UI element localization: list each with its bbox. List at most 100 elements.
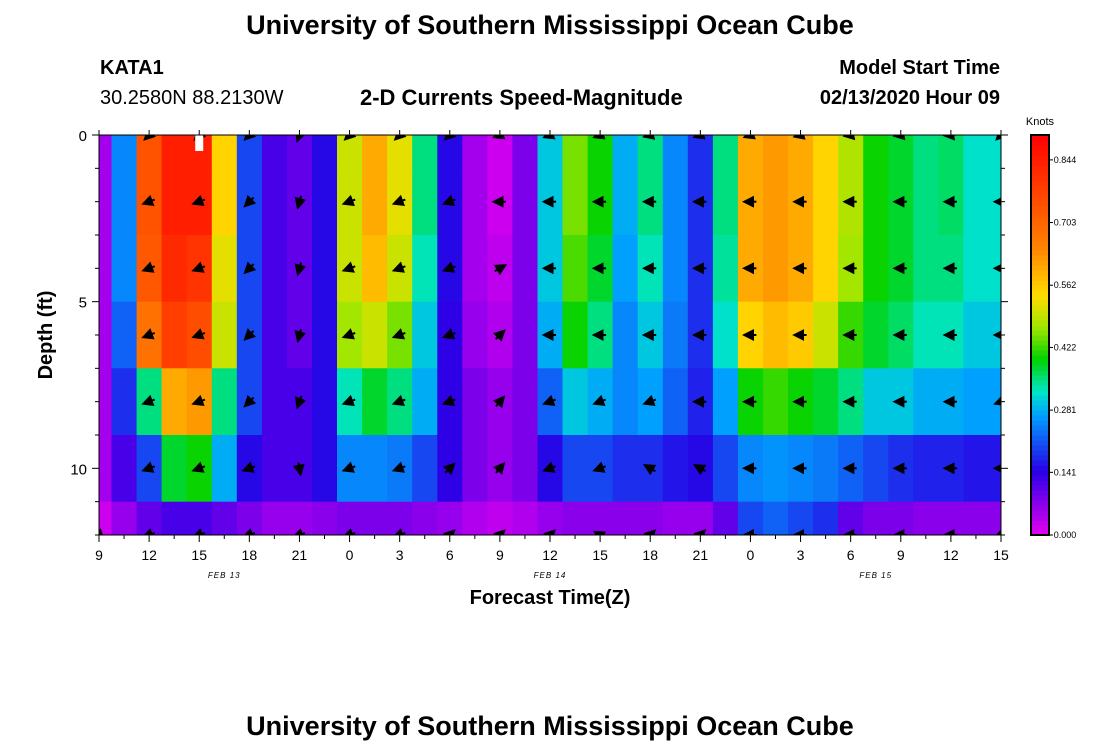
current-vector-arrow	[191, 194, 206, 207]
current-vector-arrow	[441, 261, 456, 273]
current-vector-arrow	[193, 135, 207, 141]
heatmap-cell	[512, 435, 539, 503]
current-vector-arrow	[942, 135, 957, 141]
heatmap-cell	[788, 135, 814, 169]
current-vector-arrow	[892, 135, 907, 141]
x-tick-label: 21	[292, 547, 308, 563]
current-vector-arrow	[993, 528, 1001, 535]
current-vector-arrow	[441, 328, 456, 340]
heatmap-cell	[612, 235, 639, 303]
heatmap-cell	[512, 368, 539, 436]
colorbar-frame	[1030, 134, 1050, 536]
heatmap-cell	[687, 235, 714, 303]
heatmap-cell	[412, 168, 438, 236]
heatmap-cell	[111, 168, 138, 236]
heatmap-cell	[612, 368, 639, 436]
colorbar-segment	[1031, 145, 1049, 151]
model-start-time: 02/13/2020 Hour 09	[819, 87, 1000, 109]
colorbar-segment	[1031, 405, 1049, 411]
heatmap-cell	[737, 168, 764, 236]
current-vector-arrow	[542, 461, 556, 473]
heatmap-cell	[286, 435, 313, 503]
x-tick-label: 9	[897, 547, 905, 563]
heatmap-cell	[186, 368, 213, 436]
heatmap-cell	[938, 301, 965, 369]
colorbar-segment	[1031, 460, 1049, 466]
x-tick-label: 9	[95, 547, 103, 563]
heatmap-cell	[988, 235, 1001, 303]
heatmap-cell	[437, 501, 463, 535]
heatmap-cell	[186, 501, 213, 535]
colorbar-segment	[1031, 340, 1049, 346]
heatmap-cell	[913, 235, 939, 303]
current-vector-arrow	[692, 135, 706, 140]
colorbar-segment	[1031, 500, 1049, 506]
heatmap-cell	[838, 501, 864, 535]
current-vector-arrow	[693, 529, 707, 535]
colorbar-segment	[1031, 425, 1049, 431]
heatmap-cell	[387, 135, 413, 169]
colorbar-segment	[1031, 205, 1049, 211]
current-vector-arrow	[642, 135, 656, 140]
heatmap-cell	[888, 168, 914, 236]
current-vector-arrow	[99, 528, 105, 535]
heatmap-cell	[612, 301, 639, 369]
heatmap-cell	[161, 301, 188, 369]
current-vector-arrow	[442, 462, 456, 476]
heatmap-cell	[813, 301, 839, 369]
current-vector-arrow	[592, 530, 607, 535]
heatmap-cell	[888, 135, 914, 169]
heatmap-cell	[537, 501, 564, 535]
heatmap-cell	[362, 301, 388, 369]
colorbar-segment	[1031, 490, 1049, 496]
current-vector-arrow	[341, 461, 356, 473]
colorbar-segment	[1031, 330, 1049, 336]
heatmap-cell	[687, 435, 714, 503]
heatmap-cell	[286, 235, 313, 303]
heatmap-cell	[863, 235, 889, 303]
current-vector-arrow	[492, 135, 506, 140]
heatmap-cell	[487, 368, 514, 436]
current-vector-arrow	[191, 261, 206, 273]
heatmap-cell	[913, 168, 939, 236]
heatmap-cell	[261, 501, 288, 535]
heatmap-cell	[387, 501, 413, 535]
heatmap-cell	[512, 168, 539, 236]
colorbar-tick-label: 0.000	[1054, 530, 1077, 540]
current-vector-arrow	[341, 528, 356, 535]
heatmap-cell	[813, 501, 839, 535]
current-vector-arrow	[341, 328, 356, 340]
heatmap-cell	[913, 301, 939, 369]
heatmap-cell	[788, 368, 814, 436]
colorbar-segment	[1031, 185, 1049, 191]
heatmap-cell	[587, 301, 614, 369]
heatmap-cell	[637, 135, 664, 169]
current-vectors	[99, 135, 1001, 535]
heatmap-cell	[537, 301, 564, 369]
heatmap-cell	[312, 368, 338, 436]
chart-title: 2-D Currents Speed-Magnitude	[360, 85, 683, 110]
heatmap-cell	[487, 501, 514, 535]
current-vector-arrow	[241, 461, 256, 473]
date-label: FEB 14	[534, 571, 567, 580]
heatmap-cell	[763, 435, 789, 503]
colorbar: Knots 0.000 0.141 0.281 0.422 0.562 0.703 0.844	[1026, 116, 1076, 540]
colorbar-segment	[1031, 455, 1049, 461]
current-vector-arrow	[191, 461, 206, 473]
heatmap-cell	[462, 135, 488, 169]
heatmap-cell	[186, 168, 213, 236]
heatmap-cell	[963, 168, 990, 236]
heatmap-cell	[687, 368, 714, 436]
heatmap-cell	[838, 301, 864, 369]
x-tick-label: 6	[847, 547, 855, 563]
current-vector-arrow	[294, 328, 307, 344]
heatmap-cell	[763, 135, 789, 169]
heatmap-cell	[587, 368, 614, 436]
colorbar-segment	[1031, 250, 1049, 256]
x-tick-label: 21	[693, 547, 709, 563]
heatmap-cell	[938, 135, 965, 169]
heatmap-cell	[963, 435, 990, 503]
heatmap-cell	[337, 135, 363, 169]
current-vector-arrow	[492, 461, 506, 475]
heatmap-cell	[612, 168, 639, 236]
